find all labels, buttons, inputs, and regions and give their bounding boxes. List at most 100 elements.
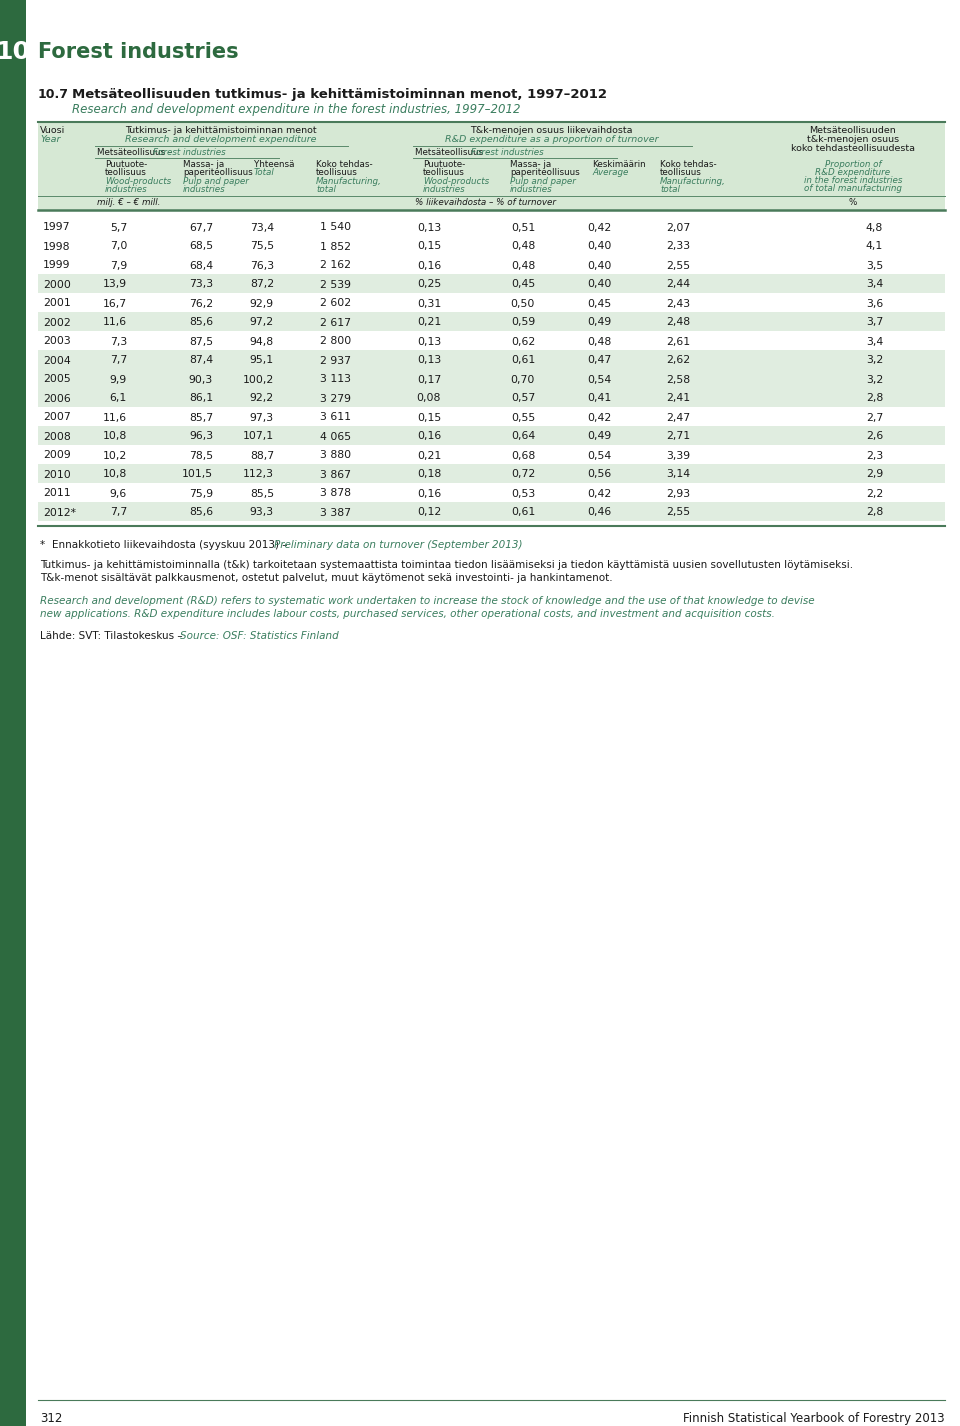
- Text: 3 611: 3 611: [320, 412, 351, 422]
- Text: 2,8: 2,8: [866, 508, 883, 518]
- Text: 0,50: 0,50: [511, 298, 535, 308]
- Text: 6,1: 6,1: [109, 394, 127, 404]
- Text: 76,2: 76,2: [189, 298, 213, 308]
- Text: 2009: 2009: [43, 451, 71, 461]
- Text: 85,7: 85,7: [189, 412, 213, 422]
- Bar: [38, 463, 945, 483]
- Text: Lähde: SVT: Tilastokeskus –: Lähde: SVT: Tilastokeskus –: [40, 630, 186, 642]
- Bar: [38, 502, 945, 520]
- Text: 2005: 2005: [43, 375, 71, 385]
- Text: 100,2: 100,2: [243, 375, 274, 385]
- Text: 85,6: 85,6: [189, 508, 213, 518]
- Text: 2001: 2001: [43, 298, 71, 308]
- Text: 0,62: 0,62: [511, 337, 535, 347]
- Text: 2 800: 2 800: [320, 337, 351, 347]
- Text: 0,17: 0,17: [417, 375, 441, 385]
- Text: Finnish Statistical Yearbook of Forestry 2013: Finnish Statistical Yearbook of Forestry…: [684, 1412, 945, 1425]
- Text: 2 617: 2 617: [320, 318, 351, 328]
- Text: 2,55: 2,55: [666, 508, 690, 518]
- Text: 0,21: 0,21: [417, 451, 441, 461]
- Text: *: *: [40, 540, 45, 550]
- Text: Forest industries: Forest industries: [471, 148, 543, 157]
- Text: 0,40: 0,40: [588, 241, 612, 251]
- Text: 2,6: 2,6: [866, 432, 883, 442]
- Text: 0,47: 0,47: [588, 355, 612, 365]
- Text: 3,4: 3,4: [866, 337, 883, 347]
- Text: 90,3: 90,3: [189, 375, 213, 385]
- Text: Massa- ja: Massa- ja: [510, 160, 551, 170]
- Text: 0,42: 0,42: [588, 412, 612, 422]
- Bar: [38, 123, 945, 210]
- Text: Total: Total: [254, 168, 275, 177]
- Text: 0,13: 0,13: [417, 222, 441, 232]
- Text: 3,6: 3,6: [866, 298, 883, 308]
- Text: 96,3: 96,3: [189, 432, 213, 442]
- Text: 10,8: 10,8: [103, 432, 127, 442]
- Text: 3 279: 3 279: [320, 394, 351, 404]
- Text: 3 387: 3 387: [320, 508, 351, 518]
- Text: new applications. R&D expenditure includes labour costs, purchased services, oth: new applications. R&D expenditure includ…: [40, 609, 775, 619]
- Text: in the forest industries: in the forest industries: [804, 175, 902, 185]
- Text: 1 540: 1 540: [320, 222, 351, 232]
- Text: 2006: 2006: [43, 394, 71, 404]
- Text: 86,1: 86,1: [189, 394, 213, 404]
- Text: 3,7: 3,7: [866, 318, 883, 328]
- Text: 97,2: 97,2: [250, 318, 274, 328]
- Text: 2,41: 2,41: [666, 394, 690, 404]
- Text: 1997: 1997: [43, 222, 70, 232]
- Text: 2 162: 2 162: [320, 261, 351, 271]
- Text: Forest industries: Forest industries: [38, 41, 239, 61]
- Text: 87,4: 87,4: [189, 355, 213, 365]
- Text: Metsäteollisuus –: Metsäteollisuus –: [97, 148, 175, 157]
- Text: 0,46: 0,46: [588, 508, 612, 518]
- Text: 2,62: 2,62: [666, 355, 690, 365]
- Text: total: total: [660, 185, 680, 194]
- Text: Research and development (R&D) refers to systematic work undertaken to increase : Research and development (R&D) refers to…: [40, 596, 815, 606]
- Text: 3,39: 3,39: [666, 451, 690, 461]
- Text: 68,4: 68,4: [189, 261, 213, 271]
- Text: 10: 10: [0, 40, 31, 64]
- Text: 2,47: 2,47: [666, 412, 690, 422]
- Text: 2003: 2003: [43, 337, 71, 347]
- Text: koko tehdasteollisuudesta: koko tehdasteollisuudesta: [791, 144, 915, 153]
- Text: of total manufacturing: of total manufacturing: [804, 184, 902, 193]
- Text: 2012*: 2012*: [43, 508, 76, 518]
- Text: teollisuus: teollisuus: [316, 168, 358, 177]
- Text: 7,7: 7,7: [109, 508, 127, 518]
- Text: 2,71: 2,71: [666, 432, 690, 442]
- Text: 10,2: 10,2: [103, 451, 127, 461]
- Text: industries: industries: [183, 185, 226, 194]
- Text: 2010: 2010: [43, 469, 71, 479]
- Text: %: %: [849, 198, 857, 207]
- Bar: [38, 369, 945, 388]
- Text: 0,70: 0,70: [511, 375, 535, 385]
- Text: 87,5: 87,5: [189, 337, 213, 347]
- Text: 3 878: 3 878: [320, 489, 351, 499]
- Text: Puutuote-: Puutuote-: [423, 160, 466, 170]
- Text: 101,5: 101,5: [181, 469, 213, 479]
- Text: 2004: 2004: [43, 355, 71, 365]
- Text: 75,9: 75,9: [189, 489, 213, 499]
- Text: 10.7: 10.7: [38, 88, 69, 101]
- Text: 13,9: 13,9: [103, 279, 127, 289]
- Text: 2007: 2007: [43, 412, 71, 422]
- Text: 68,5: 68,5: [189, 241, 213, 251]
- Text: 112,3: 112,3: [243, 469, 274, 479]
- Text: 0,48: 0,48: [511, 241, 535, 251]
- Text: 3,2: 3,2: [866, 355, 883, 365]
- Text: 11,6: 11,6: [103, 318, 127, 328]
- Text: Metsäteollisuuden tutkimus- ja kehittämistoiminnan menot, 1997–2012: Metsäteollisuuden tutkimus- ja kehittämi…: [72, 88, 607, 101]
- Text: 1998: 1998: [43, 241, 70, 251]
- Text: 97,3: 97,3: [250, 412, 274, 422]
- Text: 2,33: 2,33: [666, 241, 690, 251]
- Text: 0,55: 0,55: [511, 412, 535, 422]
- Text: 0,42: 0,42: [588, 489, 612, 499]
- Text: teollisuus: teollisuus: [105, 168, 147, 177]
- Text: 76,3: 76,3: [250, 261, 274, 271]
- Text: 0,41: 0,41: [588, 394, 612, 404]
- Text: 85,5: 85,5: [250, 489, 274, 499]
- Bar: [0, 0, 26, 1426]
- Text: industries: industries: [105, 185, 148, 194]
- Text: 10,8: 10,8: [103, 469, 127, 479]
- Text: Source: OSF: Statistics Finland: Source: OSF: Statistics Finland: [180, 630, 339, 642]
